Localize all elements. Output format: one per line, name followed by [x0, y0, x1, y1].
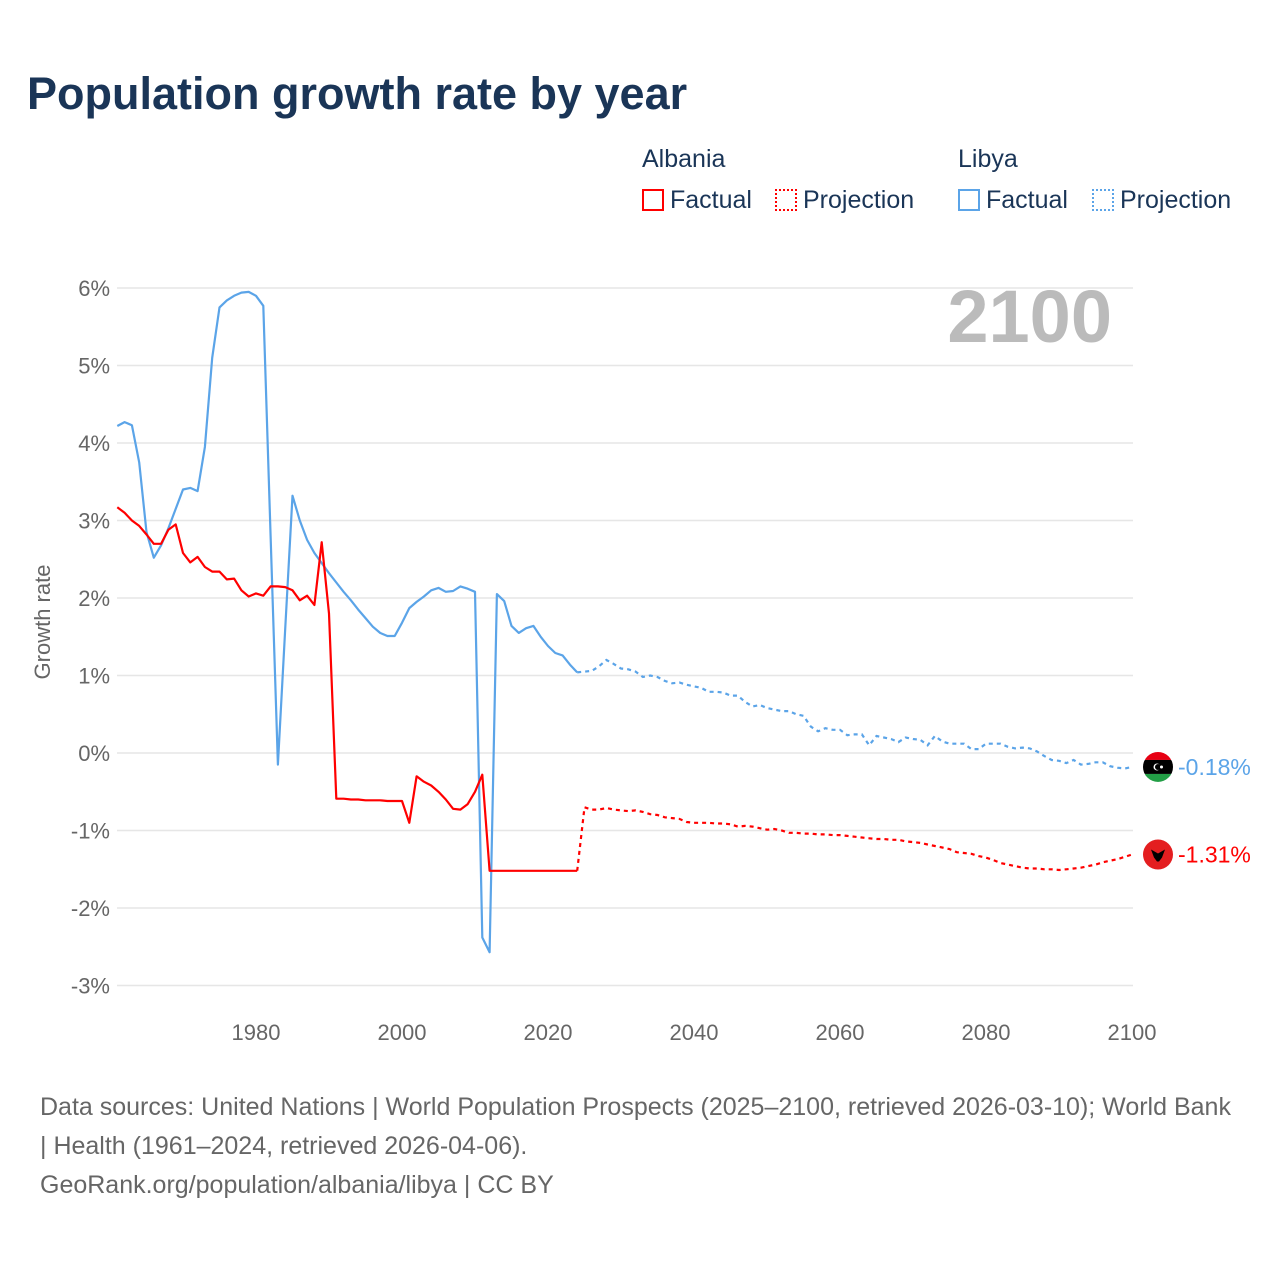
x-tick-label: 2060	[816, 1020, 865, 1045]
y-tick-label: -2%	[71, 896, 110, 921]
legend-label: Projection	[1120, 186, 1232, 214]
y-tick-label: 3%	[78, 509, 110, 534]
legend-libya-projection[interactable]: Projection	[1092, 186, 1231, 215]
y-tick-label: 1%	[78, 664, 110, 689]
solid-swatch-icon	[642, 189, 664, 211]
legend-label: Factual	[670, 186, 752, 214]
legend-albania-projection[interactable]: Projection	[775, 186, 914, 215]
y-axis-label: Growth rate	[30, 565, 55, 680]
y-tick-label: 5%	[78, 354, 110, 379]
dotted-swatch-icon	[1092, 189, 1114, 211]
credit-link[interactable]: GeoRank.org/population/albania/libya | C…	[40, 1171, 554, 1199]
libya-factual-line	[116, 290, 579, 954]
x-tick-label: 2000	[378, 1020, 427, 1045]
data-sources: Data sources: United Nations | World Pop…	[40, 1093, 1231, 1160]
solid-swatch-icon	[958, 189, 980, 211]
libya-end-label: -0.18%	[1178, 754, 1251, 780]
legend-label: Factual	[986, 186, 1068, 214]
x-tick-label: 2100	[1108, 1020, 1157, 1045]
y-tick-label: 6%	[78, 276, 110, 301]
year-label: 2100	[947, 275, 1112, 358]
x-tick-label: 2080	[962, 1020, 1011, 1045]
chart-title: Population growth rate by year	[27, 68, 688, 119]
flag-stripe	[1143, 751, 1173, 760]
x-tick-label: 1980	[232, 1020, 281, 1045]
libya-flag-icon	[1143, 751, 1173, 782]
legend-albania-factual[interactable]: Factual	[642, 186, 752, 215]
x-tick-label: 2020	[524, 1020, 573, 1045]
y-tick-label: 2%	[78, 586, 110, 611]
legend-group-albania: Albania	[642, 145, 726, 173]
footer: Data sources: United Nations | World Pop…	[40, 1088, 1240, 1205]
y-tick-label: -3%	[71, 974, 110, 999]
legend-libya-factual[interactable]: Factual	[958, 186, 1068, 215]
libya-projection-line	[577, 658, 1133, 770]
albania-projection-line	[576, 805, 1133, 872]
star	[1160, 765, 1163, 769]
legend-group-libya: Libya	[958, 145, 1018, 173]
albania-factual-line	[116, 506, 578, 872]
eagle-icon	[1151, 849, 1165, 862]
albania-end-label: -1.31%	[1178, 842, 1251, 868]
crescent-cut	[1155, 763, 1161, 770]
y-tick-label: 0%	[78, 741, 110, 766]
x-tick-label: 2040	[670, 1020, 719, 1045]
y-tick-label: 4%	[78, 431, 110, 456]
y-tick-label: -1%	[71, 819, 110, 844]
dotted-swatch-icon	[775, 189, 797, 211]
legend-label: Projection	[803, 186, 915, 214]
flag-stripe	[1143, 773, 1173, 782]
